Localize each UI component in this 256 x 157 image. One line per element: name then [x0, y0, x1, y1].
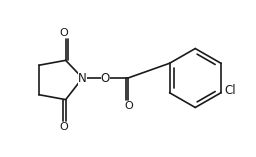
Text: N: N — [78, 71, 87, 84]
Text: Cl: Cl — [224, 84, 236, 97]
Text: O: O — [101, 71, 110, 84]
Text: O: O — [59, 122, 68, 132]
Text: O: O — [59, 28, 68, 38]
Text: O: O — [125, 101, 133, 111]
